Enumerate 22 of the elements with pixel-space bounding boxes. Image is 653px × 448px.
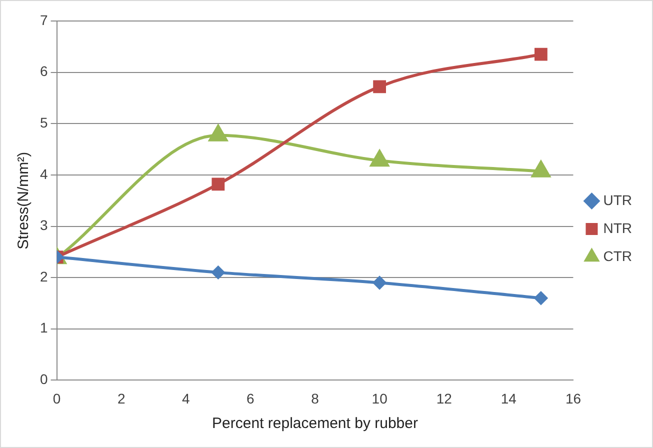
x-tick-label: 0 <box>52 390 61 406</box>
x-tick-label: 2 <box>117 390 126 406</box>
x-tick-label: 6 <box>246 390 255 406</box>
legend-label: CTR <box>603 248 632 264</box>
x-axis-title: Percent replacement by rubber <box>212 415 418 432</box>
x-tick-label: 12 <box>436 390 452 406</box>
legend-label: UTR <box>603 192 632 208</box>
y-tick-label: 3 <box>40 217 48 234</box>
y-tick-label: 2 <box>40 268 48 284</box>
y-tick-label: 7 <box>40 12 48 28</box>
x-tick-label: 10 <box>372 390 388 406</box>
y-tick-label: 4 <box>40 166 48 182</box>
y-tick-label: 1 <box>40 320 48 336</box>
x-tick-label: 8 <box>311 390 320 406</box>
y-axis-title: Stress(N/mm²) <box>15 152 32 250</box>
x-tick-label: 14 <box>500 390 517 406</box>
y-tick-label: 0 <box>40 371 48 388</box>
y-tick-label: 6 <box>40 63 48 80</box>
x-tick-label: 4 <box>182 390 190 406</box>
legend-label: NTR <box>603 220 632 236</box>
y-tick-label: 5 <box>40 114 48 130</box>
x-tick-label: 16 <box>565 390 582 406</box>
